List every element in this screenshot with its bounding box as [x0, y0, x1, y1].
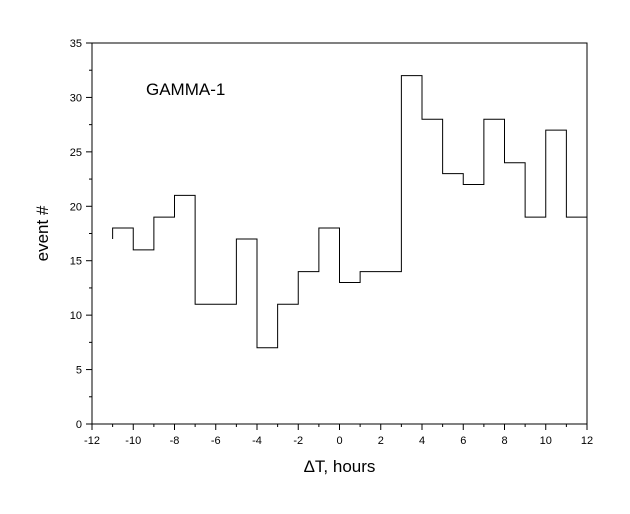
y-tick-label: 20 — [70, 201, 82, 213]
y-tick-label: 15 — [70, 256, 82, 268]
y-axis-ticks: 0 5 10 15 20 25 30 35 — [70, 38, 92, 431]
x-tick-label: 4 — [419, 435, 425, 447]
x-tick-label: 0 — [336, 435, 342, 447]
y-tick-label: 5 — [76, 365, 82, 377]
x-tick-label: 12 — [581, 435, 593, 447]
y-axis-title: event # — [33, 205, 52, 261]
x-tick-label: 8 — [501, 435, 507, 447]
x-tick-label: -12 — [84, 435, 100, 447]
y-tick-label: 35 — [70, 38, 82, 50]
x-tick-label: -8 — [170, 435, 180, 447]
y-tick-label: 0 — [76, 419, 82, 431]
x-tick-label: 10 — [540, 435, 552, 447]
y-tick-label: 25 — [70, 147, 82, 159]
x-tick-label: -4 — [252, 435, 262, 447]
x-tick-label: -2 — [293, 435, 303, 447]
chart-annotation: GAMMA-1 — [146, 80, 225, 99]
x-axis-title: ΔT, hours — [304, 457, 376, 476]
x-tick-label: -10 — [125, 435, 141, 447]
y-tick-label: 30 — [70, 92, 82, 104]
series-step-line — [112, 75, 587, 349]
x-axis-ticks: -12 -10 -8 -6 -4 -2 0 2 4 6 8 10 12 — [84, 424, 593, 447]
y-tick-label: 10 — [70, 310, 82, 322]
x-tick-label: 6 — [460, 435, 466, 447]
x-tick-label: 2 — [378, 435, 384, 447]
x-tick-label: -6 — [211, 435, 221, 447]
